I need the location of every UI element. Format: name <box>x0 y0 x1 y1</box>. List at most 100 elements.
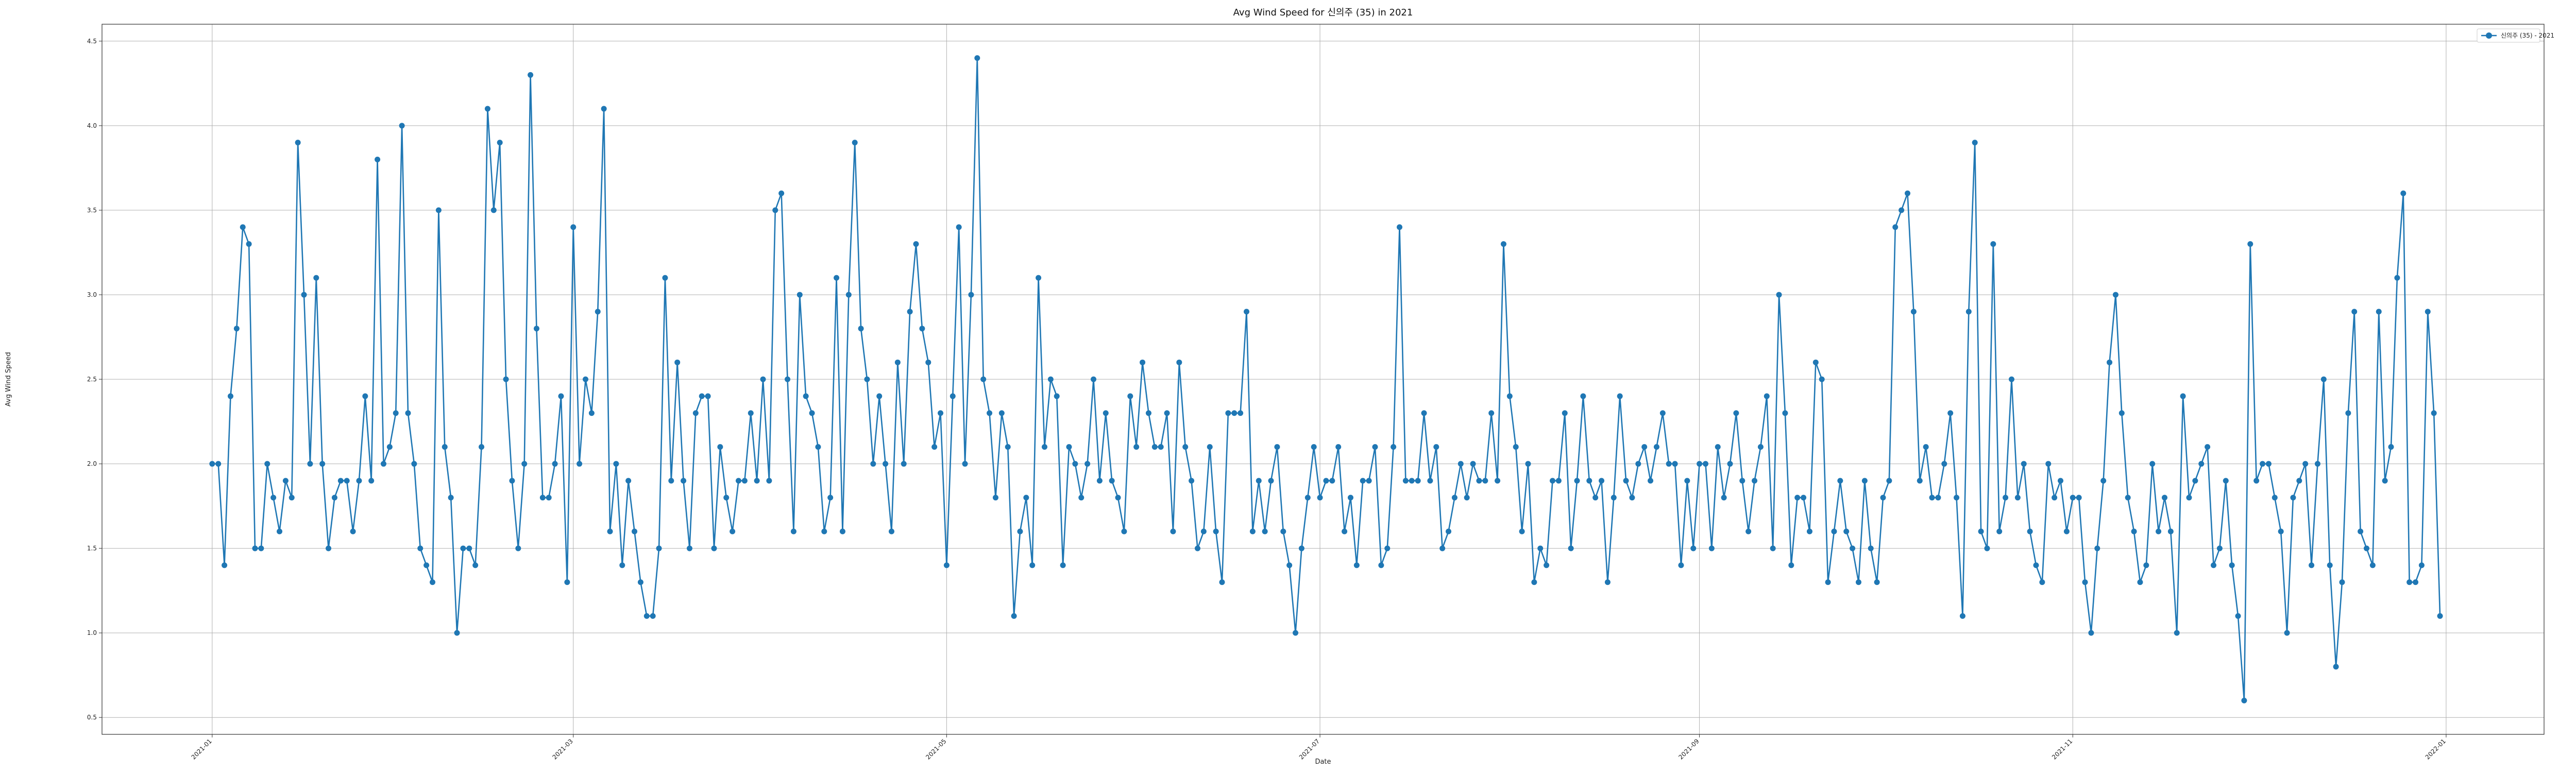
data-point <box>577 461 583 467</box>
data-point <box>521 461 528 467</box>
data-point <box>375 156 381 162</box>
data-point <box>656 545 662 551</box>
data-point <box>466 545 472 551</box>
series-markers <box>209 55 2443 703</box>
data-point <box>2272 495 2278 501</box>
data-point <box>2100 478 2107 484</box>
data-point <box>907 309 913 315</box>
y-tick-label: 3.5 <box>87 207 97 214</box>
data-point <box>839 528 845 534</box>
data-point <box>2327 562 2333 568</box>
data-point <box>778 190 785 196</box>
data-point <box>2137 579 2143 585</box>
data-point <box>252 545 258 551</box>
data-point <box>919 326 925 332</box>
data-point <box>1262 528 1268 534</box>
data-point <box>1384 545 1391 551</box>
data-point <box>1495 478 1501 484</box>
data-point <box>1899 207 1905 213</box>
data-point <box>240 224 246 230</box>
data-point <box>943 562 950 568</box>
data-point <box>987 410 993 416</box>
data-point <box>1910 309 1917 315</box>
data-point <box>350 528 356 534</box>
data-point <box>246 241 252 247</box>
data-point <box>717 444 723 450</box>
legend: 신의주 (35) - 2021 <box>2477 28 2554 43</box>
data-point <box>1868 545 1874 551</box>
data-point <box>772 207 778 213</box>
data-point <box>1127 393 1133 399</box>
data-point <box>1739 478 1745 484</box>
data-point <box>2320 376 2327 382</box>
data-point <box>2107 359 2113 365</box>
data-point <box>1531 579 1537 585</box>
data-point <box>1360 478 1366 484</box>
data-point <box>1207 444 1213 450</box>
data-point <box>1427 478 1433 484</box>
data-point <box>1047 376 1054 382</box>
data-point <box>1831 528 1837 534</box>
data-point <box>1586 478 1592 484</box>
data-point <box>950 393 956 399</box>
data-point <box>1335 444 1342 450</box>
data-point <box>2382 478 2388 484</box>
data-point <box>417 545 423 551</box>
data-point <box>319 461 326 467</box>
data-point <box>539 495 546 501</box>
data-point <box>1225 410 1231 416</box>
data-point <box>1905 190 1911 196</box>
data-point <box>1005 444 1011 450</box>
data-point <box>1929 495 1935 501</box>
data-point <box>227 393 233 399</box>
data-point <box>1917 478 1923 484</box>
data-point <box>1788 562 1794 568</box>
data-point <box>2125 495 2131 501</box>
data-point <box>1959 613 1965 619</box>
data-point <box>2082 579 2088 585</box>
data-point <box>1151 444 1158 450</box>
data-point <box>1947 410 1954 416</box>
data-point <box>1158 444 1164 450</box>
data-point <box>270 495 277 501</box>
data-point <box>980 376 987 382</box>
data-point <box>595 309 601 315</box>
data-point <box>1140 359 1146 365</box>
data-point <box>1794 495 1801 501</box>
data-point <box>1592 495 1599 501</box>
data-point <box>313 275 319 281</box>
data-point <box>1574 478 1580 484</box>
data-point <box>827 495 834 501</box>
data-point <box>1017 528 1023 534</box>
data-point <box>1623 478 1629 484</box>
data-point <box>1366 478 1372 484</box>
data-point <box>1850 545 1856 551</box>
data-point <box>1476 478 1482 484</box>
data-point <box>1182 444 1189 450</box>
data-point <box>2265 461 2272 467</box>
data-point <box>1342 528 1348 534</box>
data-point <box>1721 495 1727 501</box>
data-point <box>760 376 766 382</box>
data-point <box>2314 461 2320 467</box>
y-axis-label: Avg Wind Speed <box>5 352 12 407</box>
data-point <box>1391 444 1397 450</box>
data-point <box>399 123 405 129</box>
data-point <box>2156 528 2162 534</box>
data-point <box>1544 562 1550 568</box>
data-point <box>1213 528 1219 534</box>
data-point <box>1096 478 1103 484</box>
data-point <box>1537 545 1544 551</box>
data-point <box>264 461 270 467</box>
data-point <box>834 275 840 281</box>
data-point <box>289 495 295 501</box>
data-point <box>741 478 748 484</box>
data-point <box>2094 545 2100 551</box>
data-point <box>1409 478 1415 484</box>
y-tick-label: 1.0 <box>87 629 97 636</box>
data-point <box>1317 495 1323 501</box>
data-point <box>1446 528 1452 534</box>
data-point <box>1464 495 1470 501</box>
data-point <box>735 478 741 484</box>
